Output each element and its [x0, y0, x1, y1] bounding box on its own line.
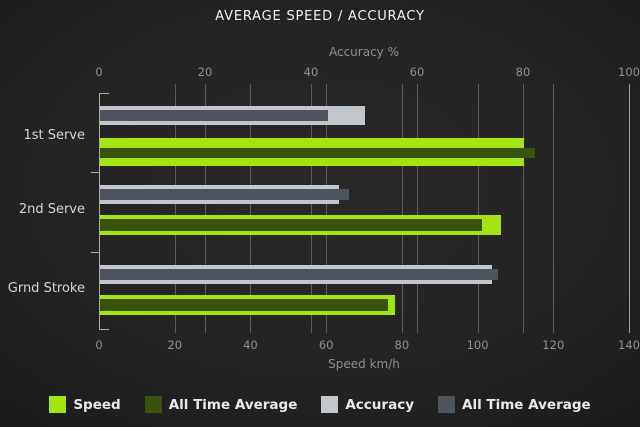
legend-swatch-accuracy: [321, 396, 339, 413]
bar-speed-alltime: [100, 219, 482, 231]
gridline-speed-80: [402, 84, 403, 333]
legend-swatch-speed-alltime: [144, 396, 162, 413]
legend-swatch-accuracy-alltime: [438, 396, 455, 413]
gridline-accuracy-60: [417, 84, 418, 333]
bottom-tick-label-140: 140: [618, 338, 640, 352]
top-axis-title: Accuracy %: [328, 45, 399, 59]
category-label: 1st Serve: [23, 128, 85, 143]
category-label: Grnd Stroke: [7, 281, 85, 296]
category-label: 2nd Serve: [18, 202, 85, 217]
top-tick-label-100: 100: [618, 65, 640, 79]
top-tick-label-0: 0: [95, 65, 103, 79]
bottom-axis-title: Speed km/h: [328, 357, 400, 371]
left-axis-line: [99, 93, 100, 330]
legend-item-accuracy: Accuracy: [321, 396, 414, 413]
gridline-speed-60: [326, 84, 327, 333]
axis-cap-top: [99, 93, 109, 94]
plot-area: [91, 84, 630, 333]
legend-label: All Time Average: [168, 396, 298, 413]
legend-item-speed: Speed: [49, 396, 121, 413]
gridline-accuracy-20: [205, 84, 206, 333]
bottom-tick-label-80: 80: [394, 338, 410, 352]
gridline-speed-140: [629, 84, 630, 333]
category-separator-tick: [91, 252, 99, 253]
gridline-speed-120: [553, 84, 554, 333]
bottom-tick-label-20: 20: [167, 338, 183, 352]
bar-accuracy-alltime: [100, 110, 328, 121]
top-tick-label-40: 40: [303, 65, 319, 79]
bottom-tick-label-120: 120: [542, 338, 565, 352]
legend-label: All Time Average: [462, 396, 591, 413]
chart-title: AVERAGE SPEED / ACCURACY: [215, 9, 425, 24]
gridline-speed-20: [175, 84, 176, 333]
axis-cap-bottom: [99, 329, 109, 330]
top-tick-label-60: 60: [409, 65, 425, 79]
top-tick-label-20: 20: [197, 65, 213, 79]
legend-swatch-speed: [49, 396, 67, 413]
legend-label: Accuracy: [345, 396, 414, 413]
bottom-tick-label-0: 0: [95, 338, 103, 352]
bar-accuracy-alltime: [100, 189, 349, 200]
legend-item-speed-alltime: All Time Average: [144, 396, 298, 413]
legend-label: Speed: [73, 396, 121, 413]
gridline-speed-40: [250, 84, 251, 333]
gridline-speed-100: [478, 84, 479, 333]
gridline-accuracy-40: [311, 84, 312, 333]
top-tick-label-80: 80: [515, 65, 531, 79]
bottom-tick-label-100: 100: [466, 338, 489, 352]
bottom-tick-label-60: 60: [318, 338, 334, 352]
bottom-tick-label-40: 40: [243, 338, 258, 352]
legend: Speed All Time Average Accuracy All Time…: [0, 396, 640, 413]
gridline-accuracy-80: [523, 84, 524, 333]
bar-speed-alltime: [100, 299, 388, 311]
legend-item-accuracy-alltime: All Time Average: [438, 396, 591, 413]
bar-accuracy-alltime: [100, 269, 498, 280]
category-separator-tick: [91, 172, 99, 173]
bar-speed-alltime: [100, 148, 535, 158]
